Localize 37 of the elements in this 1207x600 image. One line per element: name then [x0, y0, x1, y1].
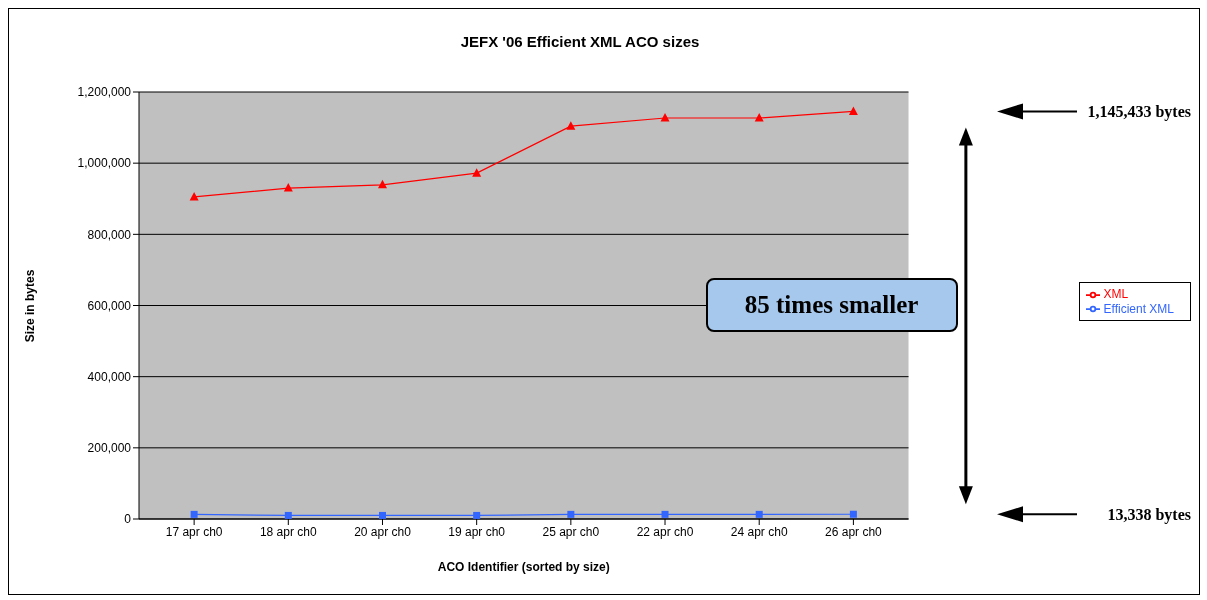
point [567, 510, 575, 518]
y-tick-label: 1,000,000 [77, 156, 132, 171]
x-tick-label: 26 apr ch0 [825, 524, 883, 539]
point [473, 511, 481, 519]
x-tick-label: 24 apr ch0 [730, 524, 788, 539]
point [848, 106, 858, 115]
x-tick-label: 18 apr ch0 [259, 524, 317, 539]
x-tick-label: 19 apr ch0 [448, 524, 506, 539]
y-tick-label: 200,000 [87, 441, 132, 456]
point [755, 510, 763, 518]
x-tick-label: 20 apr ch0 [354, 524, 412, 539]
x-tick-label: 25 apr ch0 [542, 524, 600, 539]
chart-title: JEFX '06 Efficient XML ACO sizes [459, 33, 701, 50]
y-tick-label: 800,000 [87, 227, 132, 242]
x-tick-label: 22 apr ch0 [636, 524, 694, 539]
point [190, 510, 198, 518]
point [283, 183, 293, 192]
point [472, 168, 482, 177]
x-tick-label: 17 apr ch0 [165, 524, 223, 539]
x-axis-title: ACO Identifier (sorted by size) [437, 560, 610, 574]
point [849, 510, 857, 518]
annotation: 85 times smaller [705, 277, 958, 332]
text: 1,145,433 bytes [1087, 103, 1191, 122]
text: 13,338 bytes [1107, 506, 1191, 525]
y-tick-label: 600,000 [87, 298, 132, 313]
point [566, 121, 576, 130]
y-tick-label: 1,200,000 [77, 85, 132, 100]
point [284, 511, 292, 519]
point [661, 510, 669, 518]
point [377, 179, 387, 189]
point [378, 511, 386, 519]
legend-label: XML [1103, 286, 1129, 301]
point [754, 112, 764, 122]
y-tick-label: 0 [124, 512, 132, 527]
y-tick-label: 400,000 [87, 369, 132, 384]
legend-label: Efficient XML [1103, 301, 1174, 316]
y-axis-title: Size in bytes [23, 269, 37, 342]
